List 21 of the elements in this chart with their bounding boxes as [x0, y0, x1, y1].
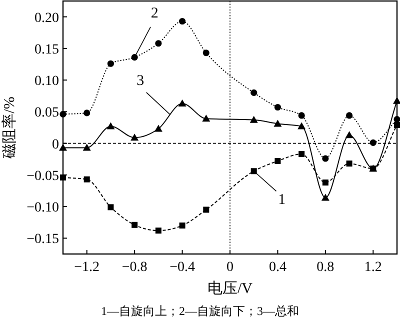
- x-tick-label: 0.8: [316, 260, 334, 275]
- y-tick-label: −0.05: [26, 168, 59, 184]
- x-tick-label: 0.4: [268, 260, 286, 275]
- y-tick-label: 0.05: [34, 106, 59, 121]
- y-tick-label: 0.15: [34, 42, 59, 58]
- annotation: 3: [136, 72, 144, 89]
- y-tick-label: −0.15: [26, 232, 59, 248]
- annotation: 1: [278, 192, 286, 208]
- y-axis-title: 磁阻率/%: [1, 96, 18, 160]
- y-tick-label: 0.20: [34, 10, 59, 26]
- y-tick-label: 0.10: [34, 74, 59, 90]
- x-tick-label: −1.2: [74, 260, 100, 275]
- x-tick-label: −0.4: [170, 260, 195, 275]
- annotation: 2: [150, 5, 158, 22]
- x-tick-label: 0: [226, 260, 234, 275]
- y-tick-label: 0: [52, 137, 59, 152]
- x-axis-title: 电压/V: [208, 280, 253, 297]
- text: 1—自旋向上；2—自旋向下；3—总和: [101, 304, 299, 318]
- x-tick-label: −0.8: [122, 260, 148, 275]
- y-tick-label: −0.10: [26, 200, 59, 216]
- x-tick-label: 1.2: [364, 260, 382, 275]
